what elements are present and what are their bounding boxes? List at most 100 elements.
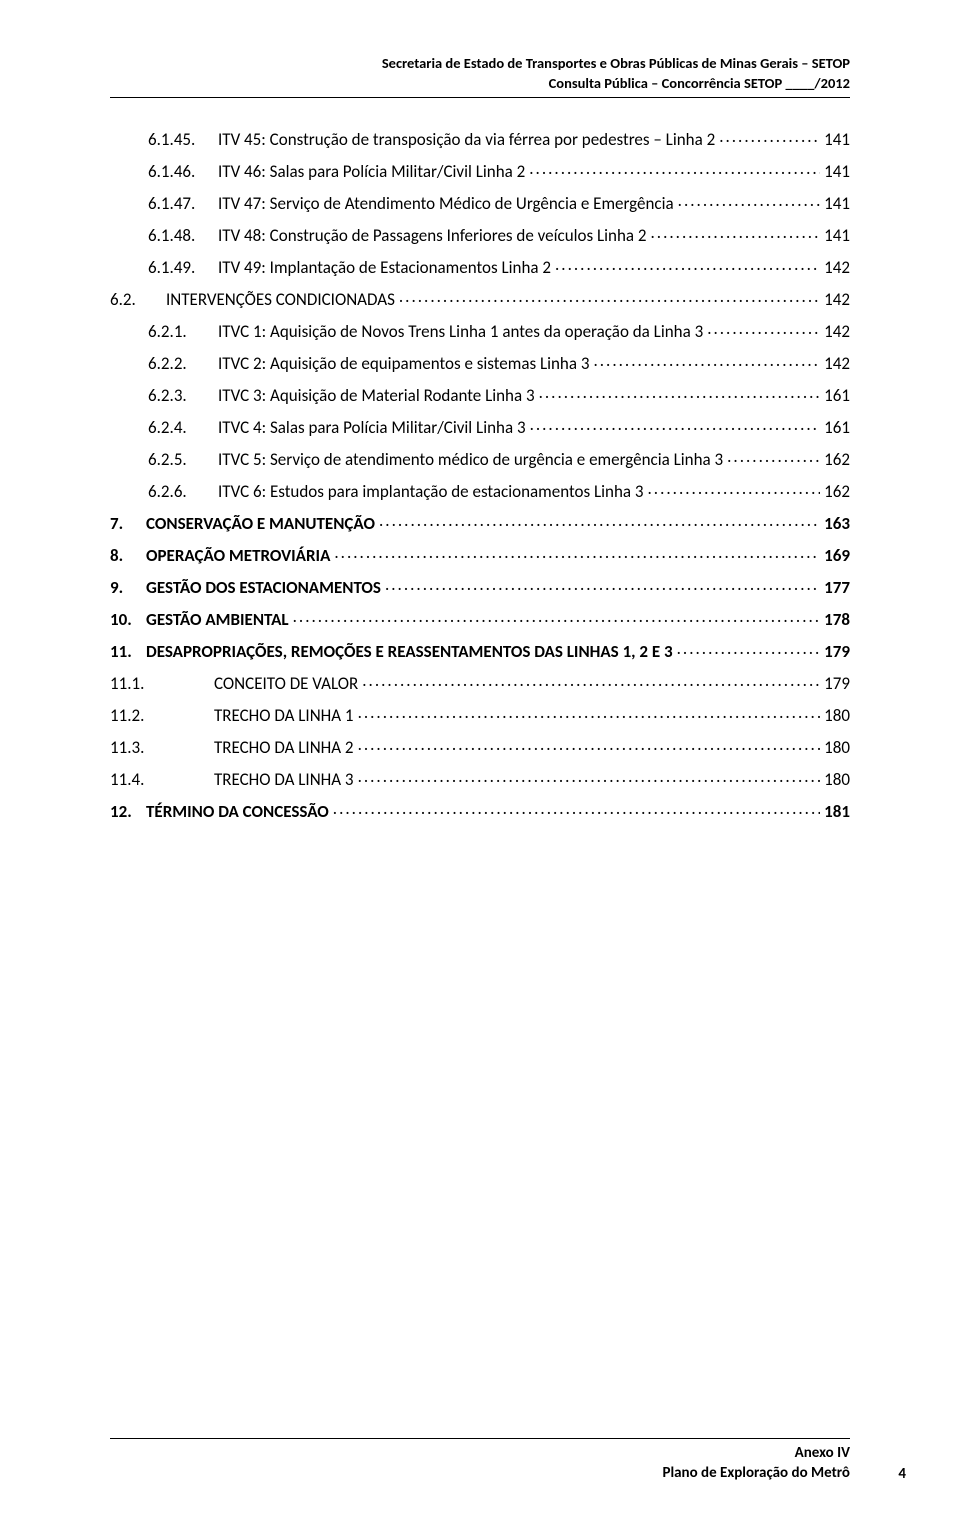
toc-leader-dots [333,800,820,817]
toc-entry-title: ITVC 5: Serviço de atendimento médico de… [218,449,723,470]
toc-leader-dots [358,736,821,753]
toc-entry-title: ITVC 4: Salas para Polícia Militar/Civil… [218,417,526,438]
toc-entry-label: 6.1.49.ITV 49: Implantação de Estacionam… [148,259,555,276]
header-rule [110,97,850,98]
toc-entry-page: 142 [820,259,850,276]
toc-entry-number: 6.2.4. [148,419,218,436]
toc-entry-number: 10. [110,611,146,628]
toc-entry-page: 180 [820,771,850,788]
toc-leader-dots [358,704,821,721]
toc-entry-title: OPERAÇÃO METROVIÁRIA [146,545,330,566]
toc-leader-dots [334,544,820,561]
toc-entry-page: 181 [820,803,850,820]
toc-entry-number: 11.1. [110,675,160,692]
toc-row: 11.2.TRECHO DA LINHA 1 180 [110,704,850,724]
toc-entry-number: 6.2.2. [148,355,218,372]
toc-entry-number: 6.2. [110,291,166,308]
toc-entry-page: 141 [820,131,850,148]
footer-line-1: Anexo IV [110,1443,850,1463]
toc-leader-dots [707,320,820,337]
toc-row: 10.GESTÃO AMBIENTAL 178 [110,608,850,628]
toc-leader-dots [719,128,820,145]
toc-entry-number: 6.1.45. [148,131,218,148]
toc-entry-page: 179 [820,643,850,660]
toc-entry-page: 142 [820,291,850,308]
header-line-1: Secretaria de Estado de Transportes e Ob… [110,54,850,74]
toc-row: 6.1.48.ITV 48: Construção de Passagens I… [110,224,850,244]
toc-entry-page: 141 [820,163,850,180]
toc-entry-number: 6.2.3. [148,387,218,404]
toc-entry-page: 162 [820,451,850,468]
toc-leader-dots [529,160,820,177]
toc-row: 6.2.5.ITVC 5: Serviço de atendimento méd… [110,448,850,468]
toc-entry-title: TÉRMINO DA CONCESSÃO [146,801,329,822]
toc-row: 6.2.6.ITVC 6: Estudos para implantação d… [110,480,850,500]
toc-row: 7.CONSERVAÇÃO E MANUTENÇÃO 163 [110,512,850,532]
toc-entry-title: ITV 45: Construção de transposição da vi… [218,129,715,150]
toc-leader-dots [593,352,820,369]
toc-row: 9.GESTÃO DOS ESTACIONAMENTOS 177 [110,576,850,596]
toc-leader-dots [385,576,820,593]
toc-entry-page: 141 [820,227,850,244]
toc-entry-number: 6.2.6. [148,483,218,500]
toc-row: 6.2.INTERVENÇÕES CONDICIONADAS 142 [110,288,850,308]
toc-entry-number: 6.2.1. [148,323,218,340]
toc-leader-dots [293,608,821,625]
toc-entry-number: 6.1.46. [148,163,218,180]
toc-entry-title: CONSERVAÇÃO E MANUTENÇÃO [146,513,375,534]
toc-row: 6.1.45.ITV 45: Construção de transposiçã… [110,128,850,148]
toc-row: 6.1.46.ITV 46: Salas para Polícia Milita… [110,160,850,180]
toc-leader-dots [399,288,820,305]
toc-entry-title: ITVC 3: Aquisição de Material Rodante Li… [218,385,535,406]
toc-leader-dots [362,672,820,689]
toc-entry-page: 178 [820,611,850,628]
toc-entry-number: 8. [110,547,146,564]
toc-entry-page: 163 [820,515,850,532]
toc-entry-number: 11.3. [110,739,160,756]
toc-entry-title: TRECHO DA LINHA 2 [214,737,354,758]
page: Secretaria de Estado de Transportes e Ob… [0,0,960,1537]
toc-entry-number: 7. [110,515,146,532]
toc-row: 6.2.3.ITVC 3: Aquisição de Material Roda… [110,384,850,404]
toc-leader-dots [379,512,820,529]
toc-leader-dots [555,256,820,273]
toc-entry-title: INTERVENÇÕES CONDICIONADAS [166,289,395,310]
toc-entry-label: 6.2.6.ITVC 6: Estudos para implantação d… [148,483,647,500]
toc-leader-dots [678,192,820,209]
toc-entry-page: 161 [820,387,850,404]
toc-entry-title: ITV 49: Implantação de Estacionamentos L… [218,257,551,278]
toc-entry-label: 6.2.4.ITVC 4: Salas para Polícia Militar… [148,419,530,436]
toc-entry-label: 6.1.47.ITV 47: Serviço de Atendimento Mé… [148,195,678,212]
toc-entry-page: 141 [820,195,850,212]
toc-entry-label: 6.2.3.ITVC 3: Aquisição de Material Roda… [148,387,539,404]
toc-entry-page: 180 [820,707,850,724]
toc-entry-label: 8.OPERAÇÃO METROVIÁRIA [110,547,334,564]
toc-entry-label: 7.CONSERVAÇÃO E MANUTENÇÃO [110,515,379,532]
toc-entry-number: 9. [110,579,146,596]
toc-entry-number: 6.2.5. [148,451,218,468]
toc-entry-title: GESTÃO AMBIENTAL [146,609,289,630]
toc-row: 11.1.CONCEITO DE VALOR 179 [110,672,850,692]
toc-row: 6.1.49.ITV 49: Implantação de Estacionam… [110,256,850,276]
toc-entry-page: 142 [820,355,850,372]
toc-entry-label: 6.2.INTERVENÇÕES CONDICIONADAS [110,291,399,308]
toc-entry-label: 10.GESTÃO AMBIENTAL [110,611,293,628]
toc-entry-number: 11. [110,643,146,660]
toc-entry-page: 180 [820,739,850,756]
toc-leader-dots [539,384,821,401]
toc-entry-label: 12.TÉRMINO DA CONCESSÃO [110,803,333,820]
toc-row: 11.3. TRECHO DA LINHA 2 180 [110,736,850,756]
toc-entry-title: GESTÃO DOS ESTACIONAMENTOS [146,577,381,598]
toc-entry-label: 6.1.48.ITV 48: Construção de Passagens I… [148,227,651,244]
page-header: Secretaria de Estado de Transportes e Ob… [110,54,850,93]
toc-entry-title: DESAPROPRIAÇÕES, REMOÇÕES E REASSENTAMEN… [146,641,673,662]
toc-entry-title: ITV 47: Serviço de Atendimento Médico de… [218,193,674,214]
footer-line-2: Plano de Exploração do Metrô [110,1463,850,1483]
toc-leader-dots [530,416,821,433]
toc-entry-label: 11.2.TRECHO DA LINHA 1 [110,707,358,724]
table-of-contents: 6.1.45.ITV 45: Construção de transposiçã… [110,128,850,820]
toc-entry-number: 11.2. [110,707,160,724]
footer-text: Anexo IV Plano de Exploração do Metrô [110,1443,850,1484]
toc-entry-title: CONCEITO DE VALOR [214,673,358,694]
toc-entry-page: 161 [820,419,850,436]
